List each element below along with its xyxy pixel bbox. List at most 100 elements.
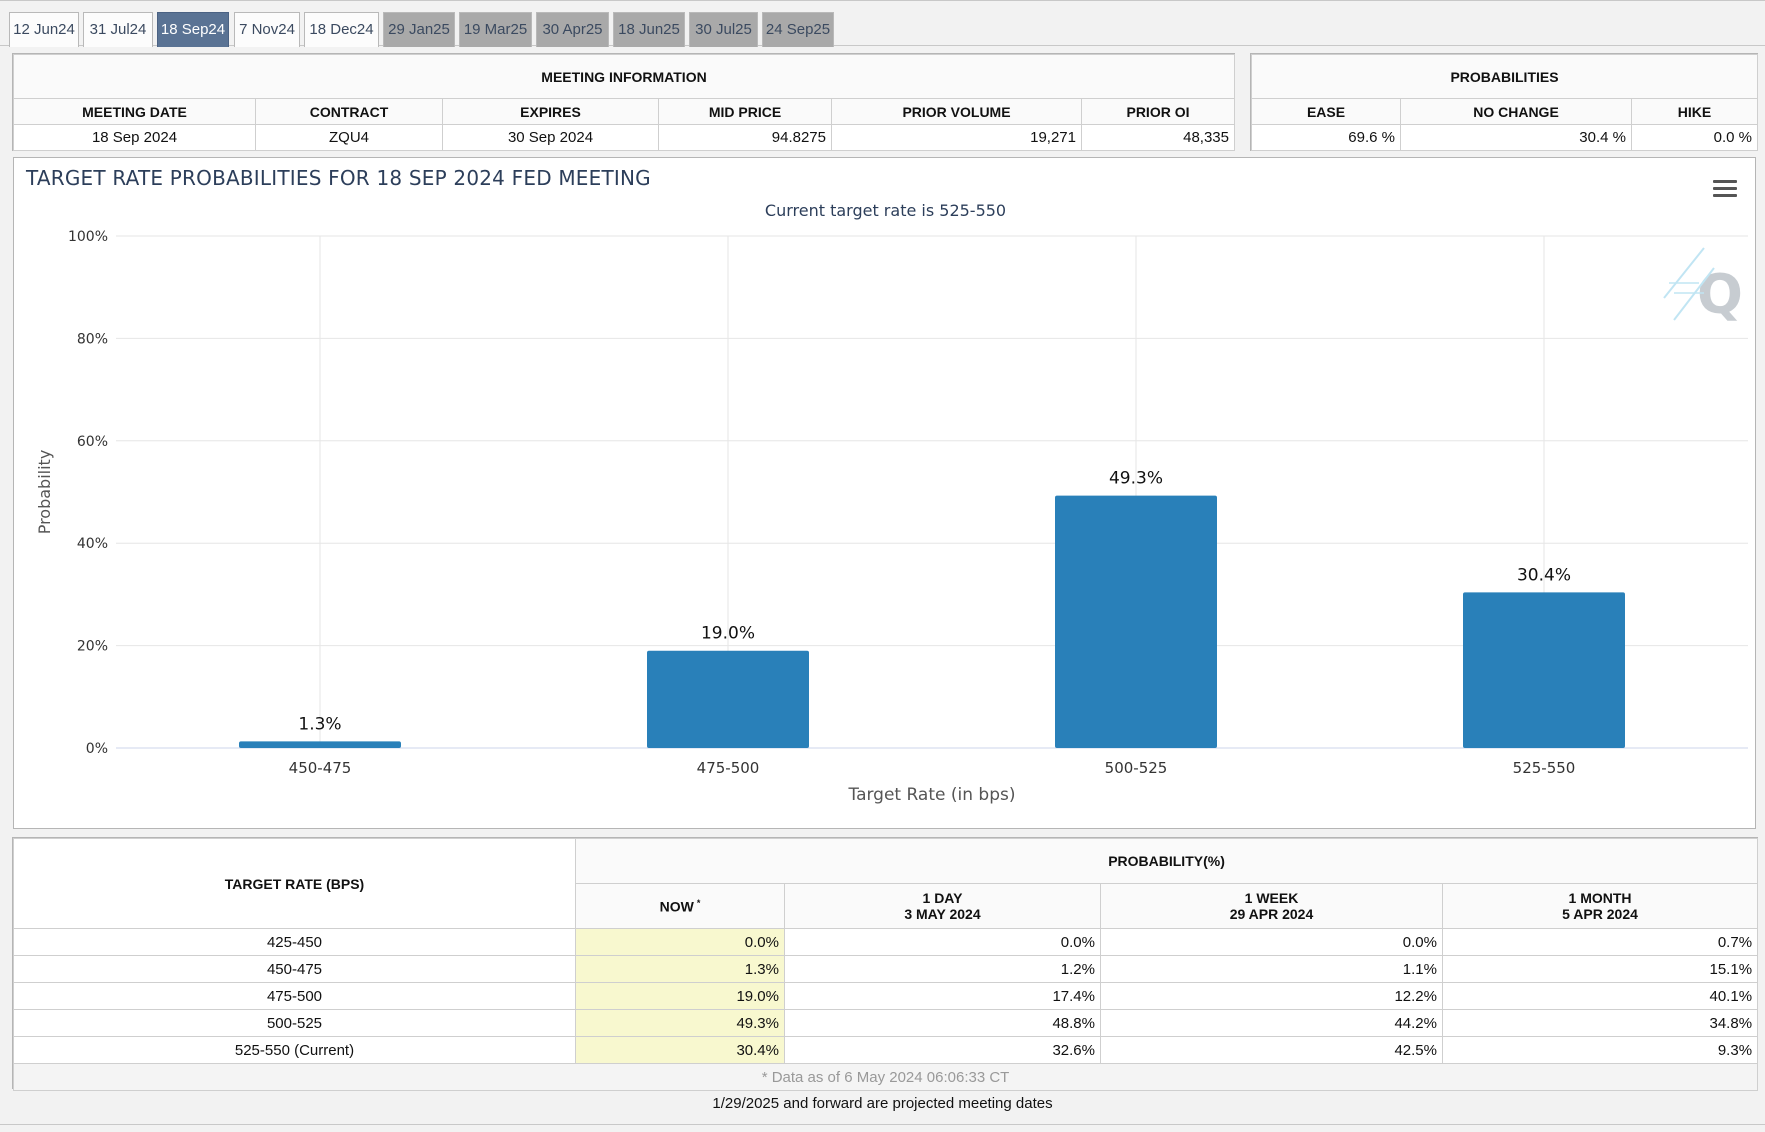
x-tick-label: 500-525	[1105, 759, 1168, 777]
x-axis-title: Target Rate (in bps)	[848, 785, 1016, 805]
tab-19-mar25[interactable]: 19 Mar25	[459, 12, 532, 47]
now-cell: 19.0%	[575, 982, 785, 1010]
tab-12-jun24[interactable]: 12 Jun24	[9, 12, 79, 47]
col-prior-volume: PRIOR VOLUME	[831, 98, 1082, 125]
tab-7-nov24[interactable]: 7 Nov24	[234, 12, 300, 47]
col-mid-price: MID PRICE	[658, 98, 832, 125]
tab-18-dec24[interactable]: 18 Dec24	[304, 12, 379, 47]
hike-value: 0.0 %	[1631, 124, 1758, 151]
chart-canvas: 0% 20% 40% 60% 80% 100% 1.3% 450-475 19.0% 475-50…	[35, 229, 1748, 805]
bar-450-475	[239, 741, 401, 748]
col-1-month-date: 5 APR 2024	[1562, 906, 1638, 922]
table-row: 475-500 19.0% 17.4% 12.2% 40.1%	[13, 982, 1759, 1010]
now-cell: 49.3%	[575, 1009, 785, 1037]
chart-title: TARGET RATE PROBABILITIES FOR 18 SEP 202…	[26, 166, 651, 190]
meeting-information-panel: MEETING INFORMATION MEETING DATE CONTRAC…	[12, 53, 1235, 151]
col-1-day: 1 DAY 3 MAY 2024	[784, 883, 1101, 929]
col-hike: HIKE	[1631, 98, 1758, 125]
week-cell: 42.5%	[1100, 1036, 1443, 1064]
data-as-of-note: * Data as of 6 May 2024 06:06:33 CT	[12, 1063, 1759, 1091]
month-cell: 0.7%	[1441, 928, 1759, 956]
target-rate-probability-panel: TARGET RATE (BPS) PROBABILITY(%) NOW * 1 …	[12, 837, 1759, 1091]
x-tick-label: 525-550	[1513, 759, 1576, 777]
col-1-week-label: 1 WEEK	[1244, 890, 1299, 906]
now-cell: 30.4%	[575, 1036, 785, 1064]
y-tick-label: 40%	[77, 536, 108, 552]
probabilities-panel: PROBABILITIES EASE NO CHANGE HIKE 69.6 %…	[1250, 53, 1758, 151]
quikstrike-logo-icon: Q	[1663, 247, 1743, 326]
data-label: 49.3%	[1109, 469, 1163, 489]
rate-cell: 425-450	[13, 928, 576, 956]
col-prior-oi: PRIOR OI	[1081, 98, 1235, 125]
day-cell: 17.4%	[784, 982, 1101, 1010]
meeting-date-value: 18 Sep 2024	[13, 124, 256, 151]
y-axis-title: Probability	[35, 450, 54, 535]
col-target-rate-bps: TARGET RATE (BPS)	[13, 838, 576, 929]
probabilities-table: PROBABILITIES EASE NO CHANGE HIKE 69.6 %…	[1251, 54, 1758, 151]
meeting-information-table: MEETING INFORMATION MEETING DATE CONTRAC…	[13, 54, 1235, 151]
table-row: 425-450 0.0% 0.0% 0.0% 0.7%	[13, 928, 1759, 956]
ease-value: 69.6 %	[1251, 124, 1401, 151]
probability-header: PROBABILITY(%)	[574, 838, 1759, 884]
target-rate-chart: 0% 20% 40% 60% 80% 100% 1.3% 450-475 19.0% 475-50…	[13, 157, 1756, 829]
day-cell: 48.8%	[784, 1009, 1101, 1037]
rate-cell: 450-475	[13, 955, 576, 983]
col-contract: CONTRACT	[255, 98, 443, 125]
col-1-day-label: 1 DAY	[922, 890, 963, 906]
tab-30-jul25[interactable]: 30 Jul25	[689, 12, 758, 47]
month-cell: 34.8%	[1441, 1009, 1759, 1037]
chart-subtitle: Current target rate is 525-550	[764, 201, 1007, 220]
table-row: 525-550 (Current) 30.4% 32.6% 42.5% 9.3%	[13, 1036, 1759, 1064]
week-cell: 44.2%	[1100, 1009, 1443, 1037]
tab-24-sep25[interactable]: 24 Sep25	[762, 12, 834, 47]
day-cell: 1.2%	[784, 955, 1101, 983]
month-cell: 15.1%	[1441, 955, 1759, 983]
probabilities-header: PROBABILITIES	[1251, 54, 1758, 99]
week-cell: 12.2%	[1100, 982, 1443, 1010]
tab-30-apr25[interactable]: 30 Apr25	[536, 12, 609, 47]
col-now: NOW *	[575, 883, 785, 929]
rate-cell: 500-525	[13, 1009, 576, 1037]
no-change-value: 30.4 %	[1400, 124, 1632, 151]
target-rate-probability-table: TARGET RATE (BPS) PROBABILITY(%) NOW * 1 …	[12, 838, 1759, 1091]
col-no-change: NO CHANGE	[1400, 98, 1632, 125]
col-1-day-date: 3 MAY 2024	[904, 906, 981, 922]
meeting-information-header: MEETING INFORMATION	[13, 54, 1235, 99]
col-1-week-date: 29 APR 2024	[1229, 906, 1314, 922]
tab-31-jul24[interactable]: 31 Jul24	[83, 12, 153, 47]
tab-18-jun25[interactable]: 18 Jun25	[613, 12, 685, 47]
col-1-month-label: 1 MONTH	[1568, 890, 1632, 906]
prior-oi-value: 48,335	[1081, 124, 1235, 151]
week-cell: 1.1%	[1100, 955, 1443, 983]
week-cell: 0.0%	[1100, 928, 1443, 956]
y-tick-label: 60%	[77, 434, 108, 450]
col-1-week: 1 WEEK 29 APR 2024	[1100, 883, 1443, 929]
data-label: 19.0%	[701, 624, 755, 644]
y-tick-label: 80%	[77, 331, 108, 347]
projected-dates-note: 1/29/2025 and forward are projected meet…	[712, 1095, 1053, 1112]
expires-value: 30 Sep 2024	[442, 124, 659, 151]
col-expires: EXPIRES	[442, 98, 659, 125]
data-label: 1.3%	[298, 714, 341, 734]
month-cell: 9.3%	[1441, 1036, 1759, 1064]
data-label: 30.4%	[1517, 565, 1571, 585]
bottom-divider	[0, 1124, 1765, 1125]
rate-cell: 525-550 (Current)	[13, 1036, 576, 1064]
col-ease: EASE	[1251, 98, 1401, 125]
tab-18-sep24[interactable]: 18 Sep24	[157, 12, 229, 47]
table-row: 450-475 1.3% 1.2% 1.1% 15.1%	[13, 955, 1759, 983]
col-meeting-date: MEETING DATE	[13, 98, 256, 125]
x-tick-label: 475-500	[697, 759, 760, 777]
mid-price-value: 94.8275	[658, 124, 832, 151]
col-1-month: 1 MONTH 5 APR 2024	[1441, 883, 1759, 929]
bar-500-525	[1055, 495, 1217, 748]
now-footnote-marker: *	[696, 897, 701, 908]
contract-value: ZQU4	[255, 124, 443, 151]
day-cell: 0.0%	[784, 928, 1101, 956]
rate-cell: 475-500	[13, 982, 576, 1010]
col-now-label: NOW	[659, 898, 694, 915]
chart-menu-icon[interactable]	[1713, 180, 1737, 198]
tab-29-jan25[interactable]: 29 Jan25	[383, 12, 455, 47]
now-cell: 1.3%	[575, 955, 785, 983]
y-tick-label: 100%	[68, 229, 108, 245]
